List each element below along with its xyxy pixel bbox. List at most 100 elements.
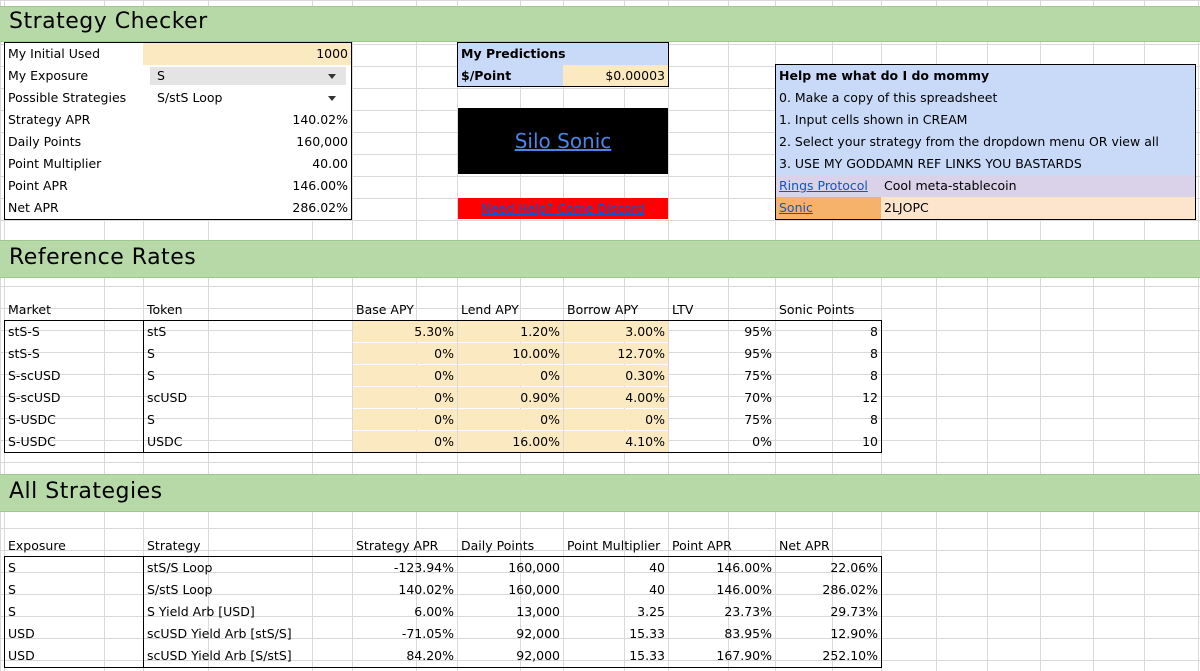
ref-header: Base APY bbox=[356, 302, 414, 317]
strategy-cell: 40 bbox=[649, 582, 665, 597]
col-line bbox=[1198, 0, 1199, 671]
strategy-apr-label: Strategy APR bbox=[8, 112, 91, 127]
strategies-title: All Strategies bbox=[9, 479, 163, 504]
ref-cell: S bbox=[147, 346, 155, 361]
exposure-label: My Exposure bbox=[8, 68, 89, 83]
strategies-band: All Strategies bbox=[0, 474, 1200, 512]
chevron-down-icon[interactable] bbox=[328, 74, 336, 79]
ref-cell: 70% bbox=[744, 390, 772, 405]
ref-cell: 8 bbox=[870, 412, 878, 427]
col-line bbox=[775, 0, 776, 671]
strategy-cell: 83.95% bbox=[724, 626, 772, 641]
help-step: 1. Input cells shown in CREAM bbox=[776, 109, 1195, 131]
ref-cell[interactable]: 0% bbox=[353, 343, 457, 364]
initial-used-input[interactable]: 1000 bbox=[143, 43, 351, 65]
point-price-input[interactable]: $0.00003 bbox=[563, 65, 669, 87]
ref-cell[interactable]: 0.30% bbox=[564, 365, 668, 386]
all-header: Exposure bbox=[8, 538, 66, 553]
daily-points-value: 160,000 bbox=[296, 134, 348, 149]
ref-cell: stS-S bbox=[8, 324, 40, 339]
predictions-header: My Predictions bbox=[457, 42, 669, 65]
ref-cell: 8 bbox=[870, 368, 878, 383]
point-multiplier-label: Point Multiplier bbox=[8, 156, 102, 171]
ref-cell[interactable]: 0.90% bbox=[458, 387, 563, 408]
ref-cell[interactable]: 0% bbox=[458, 409, 563, 430]
strategy-cell: 13,000 bbox=[516, 604, 560, 619]
ref-cell: 12 bbox=[862, 390, 878, 405]
strategy-cell: S bbox=[8, 604, 16, 619]
net-apr-label: Net APR bbox=[8, 200, 59, 215]
help-step: 3. USE MY GODDAMN REF LINKS YOU BASTARDS bbox=[776, 153, 1195, 175]
ref-header: LTV bbox=[672, 302, 694, 317]
help-step: 2. Select your strategy from the dropdow… bbox=[776, 131, 1195, 153]
strategy-cell: 6.00% bbox=[414, 604, 454, 619]
daily-points-label: Daily Points bbox=[8, 134, 82, 149]
silo-sonic-link[interactable]: Silo Sonic bbox=[514, 130, 612, 152]
discord-help-link[interactable]: Need Help? Come Discord bbox=[458, 198, 668, 219]
all-header: Strategy bbox=[147, 538, 201, 553]
ref-cell[interactable]: 0% bbox=[353, 431, 457, 452]
ref-cell: stS bbox=[147, 324, 167, 339]
strategy-cell: 22.06% bbox=[830, 560, 878, 575]
ref-header: Lend APY bbox=[461, 302, 519, 317]
ref-cell: 75% bbox=[744, 368, 772, 383]
ref-cell[interactable]: 0% bbox=[458, 365, 563, 386]
strategy-cell: 146.00% bbox=[716, 582, 772, 597]
reference-band: Reference Rates bbox=[0, 240, 1200, 278]
col-line bbox=[1093, 0, 1094, 671]
ref-cell[interactable]: 10.00% bbox=[458, 343, 563, 364]
title-band: Strategy Checker bbox=[0, 6, 1200, 42]
strategy-dropdown[interactable]: S/stS Loop bbox=[157, 90, 223, 105]
strategy-cell: 286.02% bbox=[822, 582, 878, 597]
strategies-table bbox=[4, 556, 882, 668]
strategy-apr-value: 140.02% bbox=[292, 112, 348, 127]
strategy-cell: 167.90% bbox=[716, 648, 772, 663]
ref-cell: 8 bbox=[870, 324, 878, 339]
help-title: Help me what do I do mommy bbox=[776, 65, 1195, 87]
help-step: 0. Make a copy of this spreadsheet bbox=[776, 87, 1195, 109]
ref-cell: 10 bbox=[862, 434, 878, 449]
strategy-cell: 160,000 bbox=[508, 560, 560, 575]
chevron-down-icon[interactable] bbox=[328, 96, 336, 101]
ref-cell[interactable]: 3.00% bbox=[564, 321, 668, 342]
strategy-cell: 92,000 bbox=[516, 648, 560, 663]
strategy-cell: -123.94% bbox=[393, 560, 454, 575]
ref-cell[interactable]: 5.30% bbox=[353, 321, 457, 342]
ref-cell[interactable]: 4.00% bbox=[564, 387, 668, 408]
ref-header: Market bbox=[8, 302, 51, 317]
ref-cell: 0% bbox=[752, 434, 772, 449]
exposure-value: S bbox=[157, 68, 165, 83]
point-apr-value: 146.00% bbox=[292, 178, 348, 193]
all-header: Net APR bbox=[779, 538, 830, 553]
ref-cell[interactable]: 0% bbox=[564, 409, 668, 430]
exposure-dropdown[interactable] bbox=[150, 67, 346, 85]
col-line bbox=[563, 0, 564, 671]
col-line bbox=[457, 0, 458, 671]
strategy-cell: stS/S Loop bbox=[147, 560, 213, 575]
ref-cell[interactable]: 0% bbox=[353, 387, 457, 408]
ref-cell[interactable]: 0% bbox=[353, 365, 457, 386]
ref-cell[interactable]: 16.00% bbox=[458, 431, 563, 452]
help-panel bbox=[775, 64, 1196, 220]
strategy-cell: 92,000 bbox=[516, 626, 560, 641]
strategies-label: Possible Strategies bbox=[8, 90, 127, 105]
strategy-cell: 140.02% bbox=[398, 582, 454, 597]
ref-cell[interactable]: 12.70% bbox=[564, 343, 668, 364]
col-line bbox=[352, 0, 353, 671]
all-header: Daily Points bbox=[461, 538, 535, 553]
all-header: Point Multiplier bbox=[567, 538, 661, 553]
strategy-cell: S bbox=[8, 560, 16, 575]
divider bbox=[143, 320, 144, 453]
ref-cell[interactable]: 4.10% bbox=[564, 431, 668, 452]
ref-cell[interactable]: 1.20% bbox=[458, 321, 563, 342]
point-apr-label: Point APR bbox=[8, 178, 68, 193]
strategy-cell: 29.73% bbox=[830, 604, 878, 619]
ref-cell: scUSD bbox=[147, 390, 188, 405]
sonic-ref-link[interactable]: Sonic bbox=[776, 197, 881, 219]
strategy-cell: S bbox=[8, 582, 16, 597]
all-header: Point APR bbox=[672, 538, 732, 553]
strategy-cell: 252.10% bbox=[822, 648, 878, 663]
ref-cell[interactable]: 0% bbox=[353, 409, 457, 430]
strategy-cell: 160,000 bbox=[508, 582, 560, 597]
rings-protocol-link[interactable]: Rings Protocol bbox=[776, 175, 881, 197]
